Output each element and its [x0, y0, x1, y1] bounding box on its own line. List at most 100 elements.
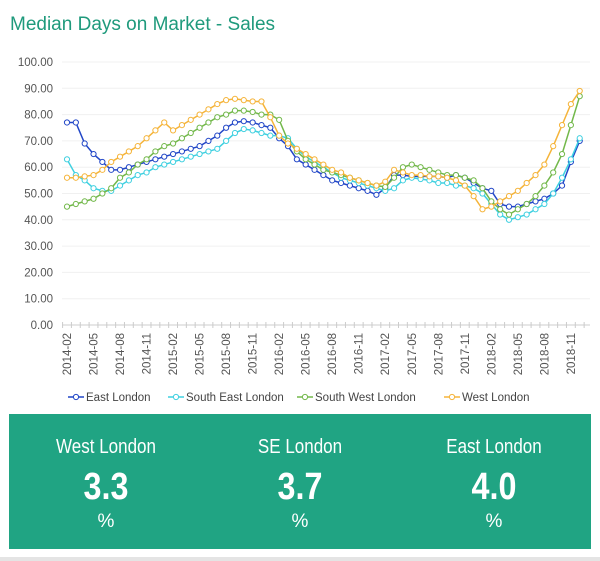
data-point [558, 122, 566, 129]
data-point [426, 173, 433, 180]
data-point [523, 211, 530, 218]
x-tick-label: 2017-02 [380, 333, 392, 375]
data-point [169, 127, 177, 134]
x-tick-label: 2014-05 [89, 333, 101, 375]
data-point [214, 145, 221, 152]
data-point [116, 174, 124, 181]
data-point [214, 132, 221, 139]
data-point [187, 153, 194, 160]
data-point [99, 166, 106, 173]
data-point [505, 193, 513, 200]
divider [0, 557, 600, 561]
data-point [134, 143, 141, 150]
y-tick-label: 50.00 [24, 189, 53, 201]
data-point [116, 182, 124, 189]
x-tick-label: 2017-08 [433, 333, 445, 375]
data-point [152, 164, 159, 171]
data-point [152, 127, 159, 134]
data-point [417, 164, 424, 171]
data-point [488, 203, 495, 210]
data-point [267, 114, 274, 121]
data-point [249, 98, 256, 105]
data-point [426, 166, 433, 173]
y-tick-label: 10.00 [24, 294, 53, 306]
data-point [169, 140, 177, 147]
x-tick-label: 2016-05 [301, 333, 313, 375]
data-point [187, 145, 194, 152]
data-point [532, 171, 539, 179]
legend-label: East London [86, 392, 151, 404]
data-point [550, 190, 557, 197]
data-point [90, 171, 97, 179]
data-point [214, 100, 221, 108]
y-tick-label: 80.00 [24, 110, 53, 122]
data-point [532, 198, 539, 205]
stat-unit: % [291, 511, 309, 532]
data-point [461, 174, 468, 181]
data-point [435, 179, 442, 187]
data-point [196, 150, 203, 158]
data-point [231, 129, 239, 137]
data-point [249, 108, 256, 116]
data-point [576, 135, 583, 142]
data-point [187, 129, 194, 137]
data-point [293, 145, 300, 152]
data-point [276, 116, 283, 123]
x-tick-label: 2016-08 [327, 333, 339, 375]
data-point [72, 200, 79, 208]
data-point [240, 107, 247, 114]
data-point [399, 164, 407, 171]
data-point [63, 156, 71, 163]
x-tick-label: 2015-02 [168, 333, 180, 375]
data-point [223, 97, 230, 104]
data-point [196, 124, 203, 131]
data-point [346, 174, 353, 181]
data-point [152, 148, 159, 155]
data-point [240, 118, 247, 125]
data-point [532, 193, 539, 200]
data-point [72, 174, 79, 181]
stat-unit: % [97, 511, 115, 532]
data-point [320, 166, 327, 173]
x-tick-label: 2016-11 [354, 333, 366, 374]
data-point [382, 183, 389, 191]
data-point [134, 171, 141, 179]
data-point [514, 206, 521, 213]
data-point [541, 200, 548, 208]
legend-marker [72, 393, 80, 401]
data-point [81, 173, 88, 180]
data-point [523, 179, 530, 187]
data-point [373, 182, 380, 189]
data-point [267, 124, 274, 131]
stats-panel: West London 3.3 % SE London 3.7 % East L… [9, 414, 591, 549]
data-point [558, 150, 566, 158]
data-point [390, 185, 398, 192]
data-point [302, 156, 309, 163]
data-point [258, 98, 265, 105]
data-point [452, 177, 460, 184]
data-point [567, 100, 574, 108]
data-point [488, 187, 495, 194]
data-point [558, 182, 566, 189]
legend-marker [172, 393, 180, 401]
data-point [364, 187, 371, 194]
x-tick-label: 2014-08 [115, 333, 127, 375]
y-tick-label: 100.00 [18, 57, 53, 69]
data-point [178, 148, 186, 155]
data-point [541, 161, 548, 168]
data-point [302, 150, 309, 158]
data-point [63, 119, 71, 126]
data-point [63, 203, 71, 210]
stat-label: East London [446, 436, 542, 458]
data-point [479, 185, 486, 192]
data-point [178, 135, 186, 142]
data-point [143, 135, 150, 142]
data-point [169, 158, 177, 166]
x-tick-label: 2015-11 [248, 333, 260, 374]
x-tick-label: 2014-11 [142, 333, 154, 374]
data-point [514, 214, 521, 221]
x-tick-label: 2017-05 [407, 333, 419, 375]
x-tick-label: 2018-05 [513, 333, 525, 375]
data-point [231, 107, 239, 114]
x-tick-label: 2016-02 [274, 333, 286, 375]
